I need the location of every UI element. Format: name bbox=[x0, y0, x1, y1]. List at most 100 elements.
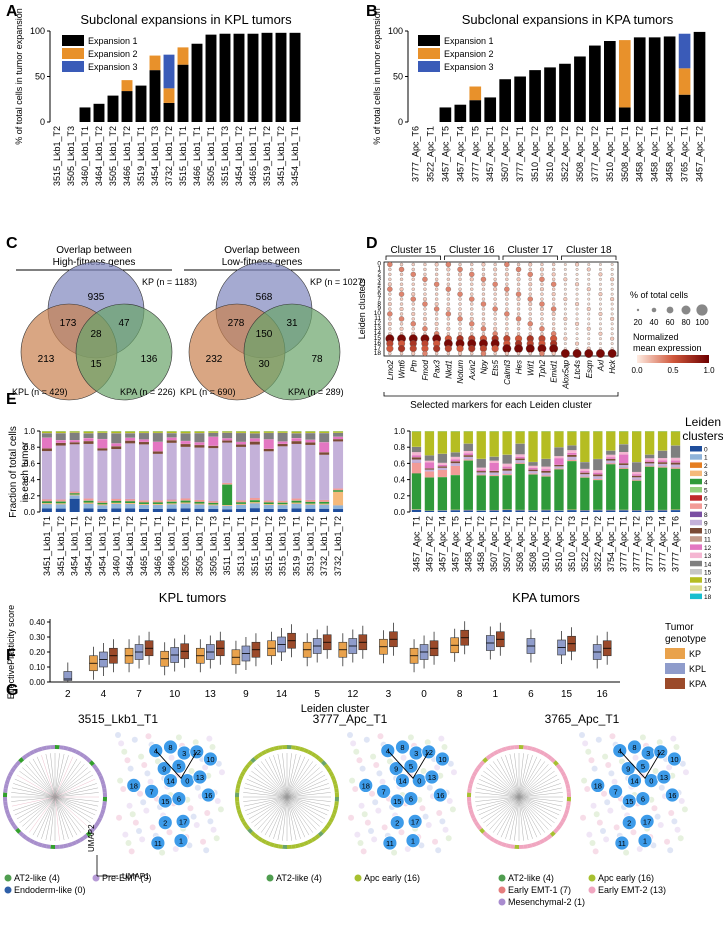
segment-cluster-16 bbox=[263, 431, 274, 433]
tree-ring-segment bbox=[558, 820, 565, 827]
dot bbox=[563, 287, 567, 291]
segment-cluster-10 bbox=[619, 463, 629, 465]
segment-cluster-4 bbox=[437, 477, 448, 511]
dot bbox=[388, 297, 392, 301]
legend-label: 1 bbox=[704, 455, 708, 462]
segment-cluster-1 bbox=[319, 504, 330, 509]
umap-node bbox=[157, 815, 173, 830]
segment-cluster-7 bbox=[463, 459, 473, 461]
tree-ring-segment bbox=[501, 746, 507, 752]
tree-branch bbox=[475, 796, 520, 807]
dot bbox=[610, 302, 614, 306]
size-legend-title: % of total cells bbox=[630, 290, 689, 300]
dot bbox=[423, 312, 427, 316]
size-legend-dot bbox=[696, 304, 708, 316]
x-tick-label: 3522_Apc_T1 bbox=[580, 516, 590, 572]
dot bbox=[387, 311, 393, 317]
y-tick-label: 0.4 bbox=[24, 476, 36, 485]
dot bbox=[563, 272, 567, 276]
segment-cluster-14 bbox=[593, 459, 603, 471]
tree-branch bbox=[286, 796, 328, 816]
dot bbox=[388, 307, 392, 311]
dot bbox=[423, 267, 427, 272]
segment-cluster-10 bbox=[41, 448, 52, 452]
legend-label: 13 bbox=[704, 553, 712, 560]
dot bbox=[457, 266, 463, 273]
group-bracket bbox=[502, 255, 558, 260]
segment-cluster-1 bbox=[208, 505, 219, 510]
x-tick-label: 16 bbox=[597, 689, 609, 700]
segment-cluster-16 bbox=[502, 431, 512, 455]
x-tick-label: 13 bbox=[205, 689, 217, 700]
dot bbox=[399, 297, 404, 301]
umap-cell bbox=[445, 835, 452, 842]
gene-label: Npy bbox=[479, 359, 488, 374]
tree-branch bbox=[19, 770, 56, 798]
bar-expansion-1 bbox=[544, 67, 556, 122]
tree-ring-segment bbox=[9, 820, 16, 827]
umap-cell bbox=[595, 736, 602, 743]
y-axis-label: % of total cells in tumor expansion bbox=[14, 8, 24, 145]
dot bbox=[481, 312, 486, 316]
dot bbox=[610, 282, 614, 286]
tree-ring-segment bbox=[314, 754, 321, 761]
tree-ring-segment bbox=[67, 746, 73, 752]
tree-branch bbox=[54, 787, 99, 798]
legend-label: KPL bbox=[689, 664, 706, 674]
segment-cluster-7 bbox=[41, 499, 52, 502]
umap-cell bbox=[609, 733, 616, 740]
umap-cell bbox=[358, 802, 365, 809]
dot bbox=[458, 272, 463, 277]
segment-cluster-12 bbox=[619, 454, 629, 464]
umap-cell bbox=[375, 807, 382, 814]
tree-branch bbox=[505, 796, 520, 839]
segment-cluster-14 bbox=[606, 450, 616, 455]
dot bbox=[434, 267, 439, 272]
dot bbox=[469, 296, 475, 302]
umap-cell bbox=[441, 744, 448, 750]
segment-cluster-0 bbox=[333, 509, 344, 512]
umap-node-label: 2 bbox=[395, 819, 399, 828]
dot bbox=[563, 342, 567, 346]
tree-branch bbox=[54, 796, 78, 836]
tree-branch bbox=[54, 796, 94, 820]
legend-swatch bbox=[690, 585, 702, 591]
segment-cluster-12 bbox=[450, 459, 460, 462]
x-tick-label: 10 bbox=[169, 689, 181, 700]
dot bbox=[480, 301, 487, 307]
tree-ring-segment bbox=[21, 833, 28, 840]
segment-cluster-16 bbox=[166, 431, 177, 434]
bar-expansion-1 bbox=[693, 31, 706, 122]
group-label: Cluster 15 bbox=[390, 245, 436, 256]
bar-expansion-2 bbox=[678, 68, 691, 95]
panel-letter-F: F bbox=[6, 647, 16, 664]
x-tick-label: 3451_Lkb1_T2 bbox=[276, 126, 286, 186]
dot bbox=[434, 317, 439, 321]
segment-cluster-10 bbox=[632, 475, 642, 478]
umap-cell bbox=[404, 846, 411, 852]
segment-cluster-16 bbox=[632, 431, 642, 463]
dot bbox=[575, 337, 579, 341]
umap-node-label: 2 bbox=[627, 819, 631, 828]
row-label: 8 bbox=[377, 300, 381, 307]
segment-cluster-12 bbox=[411, 455, 422, 458]
umap-node-label: 8 bbox=[400, 743, 404, 752]
legend-label: Expansion 2 bbox=[88, 49, 138, 59]
row-label: 0 bbox=[377, 261, 381, 268]
dot bbox=[610, 297, 615, 302]
segment-cluster-1 bbox=[194, 504, 205, 509]
segment-cluster-1 bbox=[277, 505, 288, 509]
segment-cluster-1 bbox=[152, 504, 163, 509]
umap-cell bbox=[377, 733, 384, 740]
umap-cell bbox=[438, 735, 445, 742]
dot bbox=[410, 321, 416, 327]
dot bbox=[563, 336, 568, 341]
dot bbox=[434, 327, 439, 331]
segment-cluster-13 bbox=[502, 463, 512, 467]
tree-ring-segment bbox=[15, 827, 22, 834]
x-tick-label: 3777_Apc_T6 bbox=[671, 516, 681, 572]
umap-cell bbox=[418, 842, 425, 849]
tree-ring-segment bbox=[330, 813, 336, 819]
segment-cluster-13 bbox=[437, 462, 448, 465]
segment-cluster-1 bbox=[69, 495, 80, 499]
